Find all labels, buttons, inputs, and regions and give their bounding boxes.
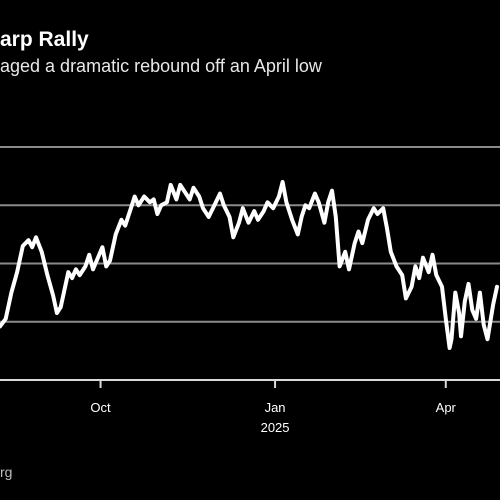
gridlines <box>0 146 500 381</box>
source-note: rg <box>0 464 13 480</box>
chart-title: arp Rally <box>0 28 89 51</box>
chart-subtitle: aged a dramatic rebound off an April low <box>0 56 322 76</box>
x-tick-sublabel: 2025 <box>261 420 290 435</box>
x-axis: Oct Jan 2025 Apr <box>90 380 457 435</box>
x-tick-label: Apr <box>436 400 457 415</box>
series-layer <box>0 180 499 350</box>
series-line <box>0 180 499 350</box>
x-tick-label: Jan <box>265 400 286 415</box>
x-tick-label: Oct <box>90 400 111 415</box>
